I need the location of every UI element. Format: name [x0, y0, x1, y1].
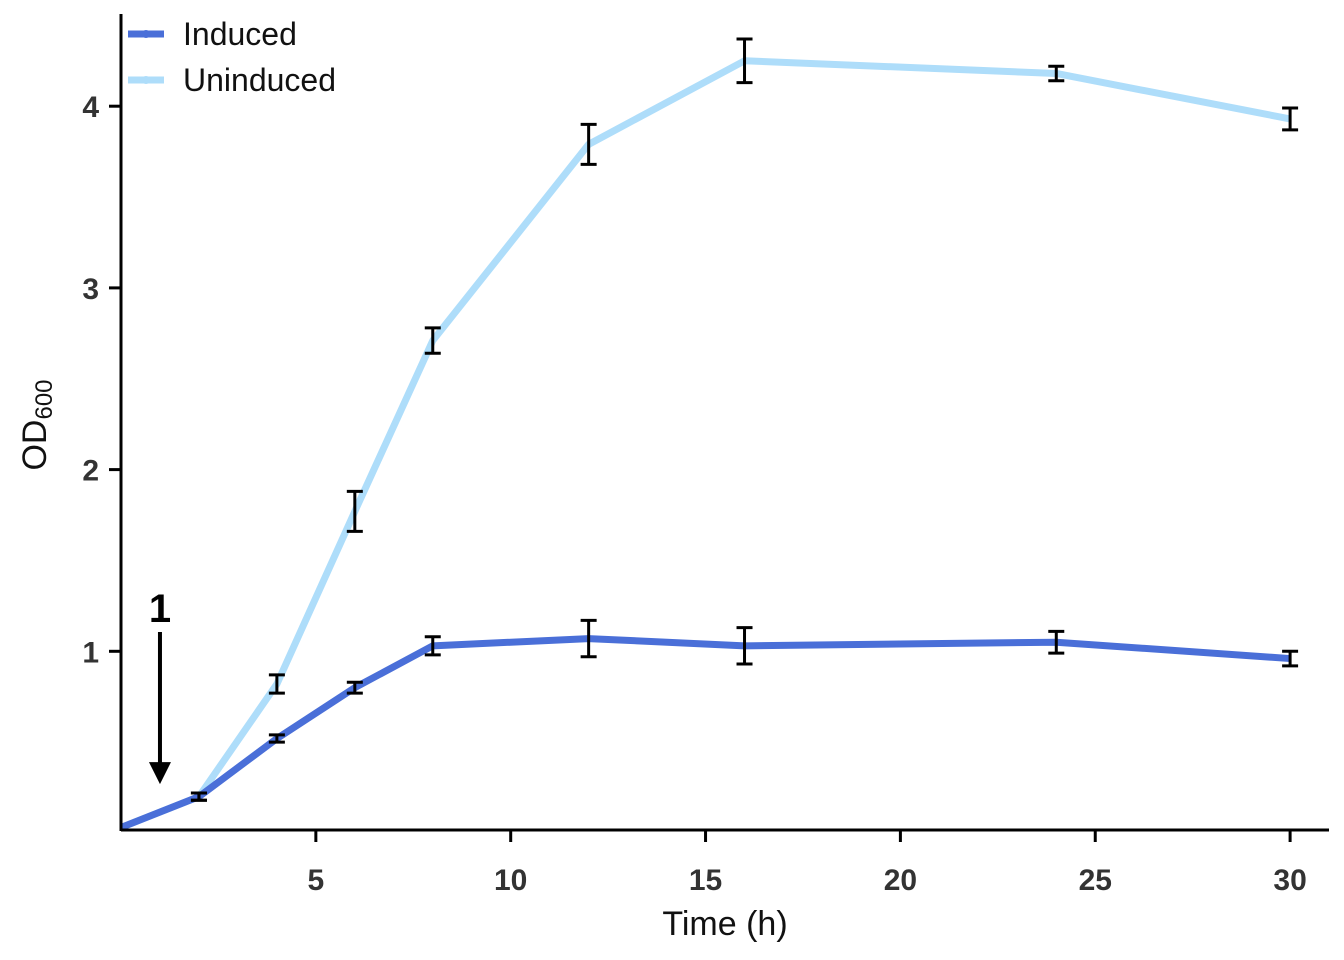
error-bar: [1048, 64, 1065, 83]
x-tick-label: 25: [1079, 864, 1112, 897]
y-axis-label-main: OD: [16, 420, 54, 471]
y-tick-label: 3: [82, 273, 99, 306]
y-tick-label: 1: [82, 636, 99, 669]
legend-label-uninduced: Uninduced: [183, 62, 336, 98]
error-bar: [580, 618, 597, 659]
axes: 5 10 15 20 25 30 1 2 3 4: [82, 14, 1329, 897]
error-bar: [268, 673, 285, 695]
x-tick-label: 10: [494, 864, 527, 897]
series-line-induced: [119, 635, 1291, 831]
error-bar: [736, 626, 753, 666]
error-bar: [736, 37, 753, 85]
legend: Induced Uninduced: [128, 16, 336, 98]
error-bar: [190, 791, 207, 802]
error-bar: [1282, 649, 1299, 668]
legend-marker: [142, 76, 150, 84]
x-tick-label: 15: [689, 864, 722, 897]
annotation-arrowhead: [148, 762, 171, 785]
error-bar: [580, 122, 597, 166]
error-bar: [424, 635, 441, 657]
error-bar: [424, 326, 441, 355]
x-tick-label: 5: [308, 864, 325, 897]
y-tick-label: 4: [82, 91, 99, 124]
legend-marker: [142, 30, 150, 38]
annotation-label: 1: [149, 587, 171, 631]
y-axis-label: OD600: [16, 379, 58, 470]
error-bar: [1282, 106, 1299, 132]
x-axis-label: Time (h): [662, 905, 787, 943]
series-line-uninduced: [119, 57, 1291, 831]
error-bar: [268, 733, 285, 744]
y-axis-label-subscript: 600: [31, 379, 58, 419]
x-tick-label: 20: [884, 864, 917, 897]
error-bar: [346, 680, 363, 695]
x-tick-label: 30: [1273, 864, 1306, 897]
plot-area: 1: [119, 37, 1299, 831]
error-bar: [346, 489, 363, 533]
error-bar: [1048, 629, 1065, 655]
legend-label-induced: Induced: [183, 16, 297, 52]
y-tick-label: 2: [82, 455, 99, 488]
